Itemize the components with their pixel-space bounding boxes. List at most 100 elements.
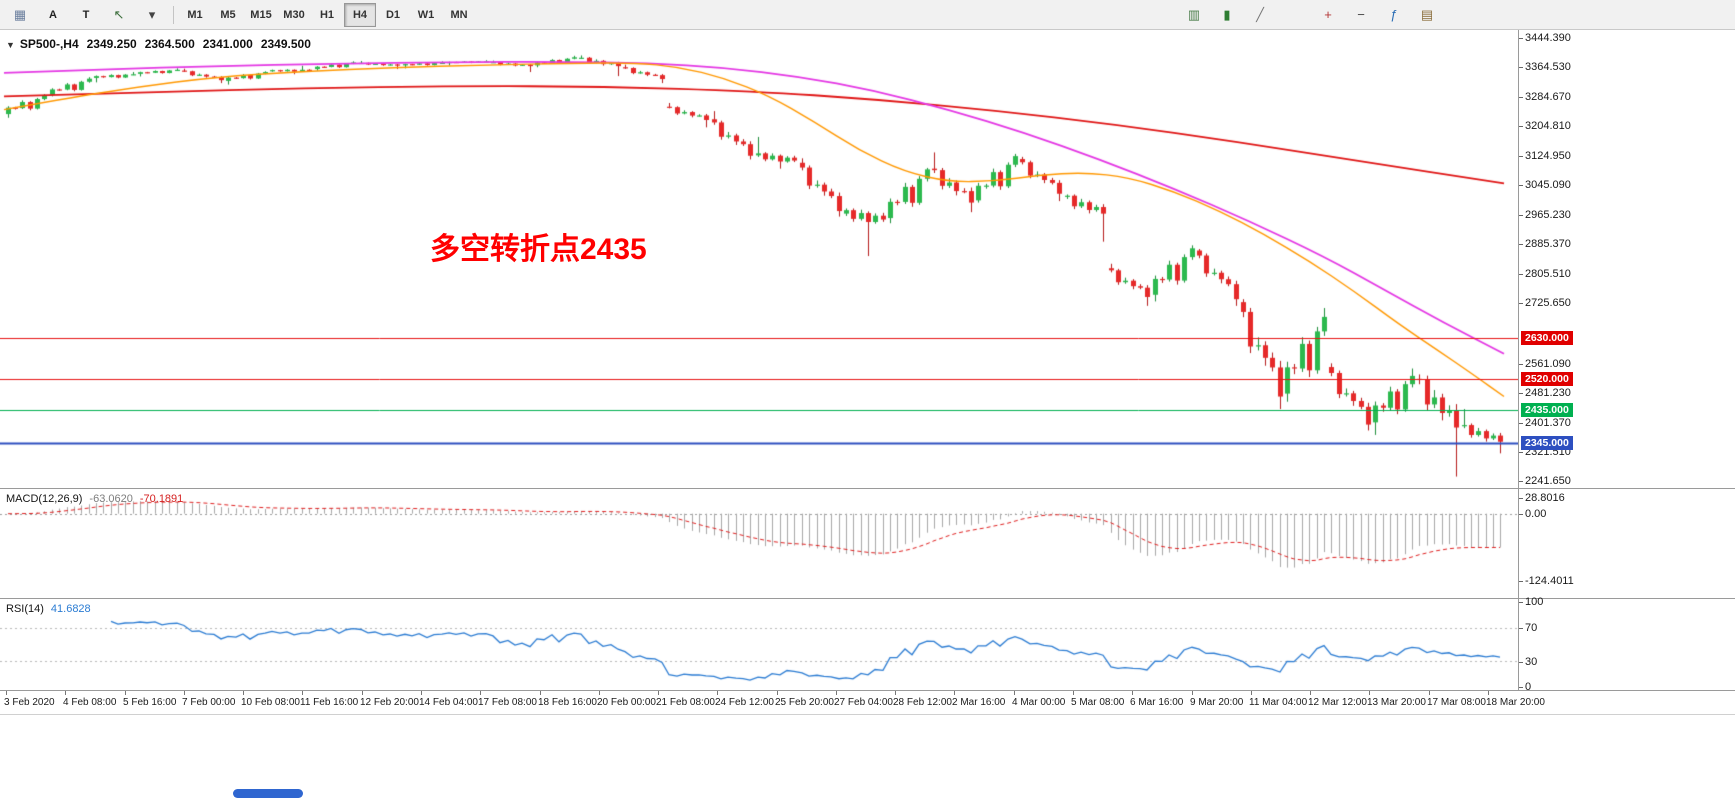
bottom-blue-bar [233, 789, 303, 798]
ohlc-high-value: 2364.500 [144, 37, 195, 51]
price-tick-mark [1519, 423, 1523, 424]
zoom-in-icon[interactable]: + [1324, 7, 1332, 22]
price-tick-mark [1519, 215, 1523, 216]
chart-text-annotation[interactable]: 多空转折点2435 [430, 233, 647, 266]
price-scale-divider [1518, 30, 1519, 691]
chart-candles-icon[interactable]: ▮ [1223, 6, 1231, 22]
time-axis[interactable]: 3 Feb 2020 4 Feb 08:00 5 Feb 16:00 7 Feb 00… [0, 691, 1735, 714]
panel-separator [0, 690, 1735, 691]
price-tick-mark [1519, 97, 1523, 98]
time-label: 4 Feb 08:00 [63, 697, 117, 708]
time-tick-mark [65, 691, 66, 695]
price-tick-label: 2965.230 [1525, 208, 1571, 221]
time-label: 12 Mar 12:00 [1308, 697, 1367, 708]
time-tick-mark [421, 691, 422, 695]
chart-bars-icon[interactable]: ▥ [1187, 6, 1201, 22]
timeframe-button-d1[interactable]: D1 [385, 8, 401, 21]
price-tick-mark [1519, 393, 1523, 394]
rsi-value: 41.6828 [50, 603, 91, 615]
time-tick-mark [1429, 691, 1430, 695]
rsi-name: RSI(14) [6, 603, 44, 615]
templates-icon[interactable]: ▤ [1420, 6, 1434, 22]
time-tick-mark [243, 691, 244, 695]
time-tick-mark [362, 691, 363, 695]
time-label: 18 Mar 20:00 [1486, 697, 1545, 708]
price-line-badge[interactable]: 2435.000 [1521, 403, 1573, 418]
time-tick-mark [1132, 691, 1133, 695]
timeframe-button-m30[interactable]: M30 [283, 8, 305, 21]
time-tick-mark [777, 691, 778, 695]
timeframe-buttons-group: M1 M5 M15 M30 H1 H4 D1 W1 MN [179, 2, 475, 27]
time-label: 12 Feb 20:00 [360, 697, 419, 708]
time-label: 27 Feb 04:00 [834, 697, 893, 708]
macd-signal-value: -70.1891 [139, 493, 184, 505]
time-tick-mark [1014, 691, 1015, 695]
time-tick-mark [540, 691, 541, 695]
time-label: 4 Mar 00:00 [1012, 697, 1066, 708]
rsi-tick-mark [1519, 602, 1523, 603]
macd-indicator-canvas[interactable] [0, 489, 1518, 598]
price-tick-label: 2885.370 [1525, 238, 1571, 251]
price-line-badge[interactable]: 2630.000 [1521, 331, 1573, 346]
time-label: 11 Mar 04:00 [1249, 697, 1308, 708]
timeframe-button-h1[interactable]: H1 [319, 8, 335, 21]
time-label: 20 Feb 00:00 [597, 697, 656, 708]
time-label: 14 Feb 04:00 [419, 697, 478, 708]
toolbar-separator [173, 5, 174, 24]
time-tick-mark [658, 691, 659, 695]
rsi-tick-mark [1519, 662, 1523, 663]
time-tick-mark [184, 691, 185, 695]
time-tick-mark [1488, 691, 1489, 695]
timeframe-button-h4[interactable]: H4 [344, 2, 376, 27]
price-tick-mark [1519, 303, 1523, 304]
price-tick-mark [1519, 67, 1523, 68]
ohlc-open-value: 2349.250 [86, 37, 137, 51]
time-tick-mark [302, 691, 303, 695]
cursor-draw-tool-icon[interactable]: ↖ [113, 6, 125, 22]
timeframe-button-m1[interactable]: M1 [187, 8, 203, 21]
text-tool-button[interactable]: T [82, 8, 90, 21]
indicators-icon[interactable]: ƒ [1390, 7, 1398, 22]
chart-line-icon[interactable]: ╱ [1256, 6, 1264, 22]
main-chart-canvas[interactable] [0, 30, 1518, 488]
price-tick-mark [1519, 244, 1523, 245]
time-tick-mark [125, 691, 126, 695]
collapse-ohlc-button[interactable]: ▼ [6, 40, 15, 50]
chart-window-icon[interactable]: ▦ [13, 6, 27, 22]
text-label-button[interactable]: A [49, 8, 57, 21]
time-tick-mark [1251, 691, 1252, 695]
macd-tick-mark [1519, 498, 1523, 499]
time-label: 2 Mar 16:00 [952, 697, 1006, 708]
zoom-out-icon[interactable]: − [1357, 7, 1365, 22]
macd-tick-mark [1519, 514, 1523, 515]
price-tick-mark [1519, 185, 1523, 186]
time-label: 7 Feb 00:00 [182, 697, 236, 708]
macd-tick-mark [1519, 581, 1523, 582]
time-label: 17 Feb 08:00 [478, 697, 537, 708]
price-line-badge[interactable]: 2520.000 [1521, 371, 1573, 386]
price-scale[interactable]: 3444.390 3364.530 3284.670 3204.810 3124.950… [1519, 30, 1735, 693]
tool-dropdown-caret-icon[interactable]: ▾ [148, 6, 156, 22]
time-label: 24 Feb 12:00 [715, 697, 774, 708]
price-line-badge[interactable]: 2345.000 [1521, 436, 1573, 451]
panel-separator[interactable] [0, 488, 1735, 489]
time-label: 21 Feb 08:00 [656, 697, 715, 708]
timeframe-button-w1[interactable]: W1 [417, 8, 435, 21]
timeframe-button-m15[interactable]: M15 [250, 8, 272, 21]
rsi-indicator-canvas[interactable] [0, 599, 1518, 690]
panel-separator[interactable] [0, 598, 1735, 599]
rsi-indicator-label: RSI(14) 41.6828 [6, 603, 91, 615]
rsi-scale-label: 30 [1525, 655, 1538, 668]
timeframe-button-m5[interactable]: M5 [220, 8, 236, 21]
time-tick-mark [1310, 691, 1311, 695]
symbol-period-label: SP500-,H4 [19, 37, 79, 51]
time-label: 10 Feb 08:00 [241, 697, 300, 708]
footer-area [0, 715, 1735, 799]
timeframe-button-mn[interactable]: MN [450, 8, 468, 21]
macd-scale-label: 0.00 [1525, 507, 1547, 520]
time-tick-mark [1192, 691, 1193, 695]
price-tick-label: 3444.390 [1525, 31, 1571, 44]
price-tick-label: 3045.090 [1525, 179, 1571, 192]
rsi-tick-mark [1519, 687, 1523, 688]
time-label: 17 Mar 08:00 [1427, 697, 1486, 708]
